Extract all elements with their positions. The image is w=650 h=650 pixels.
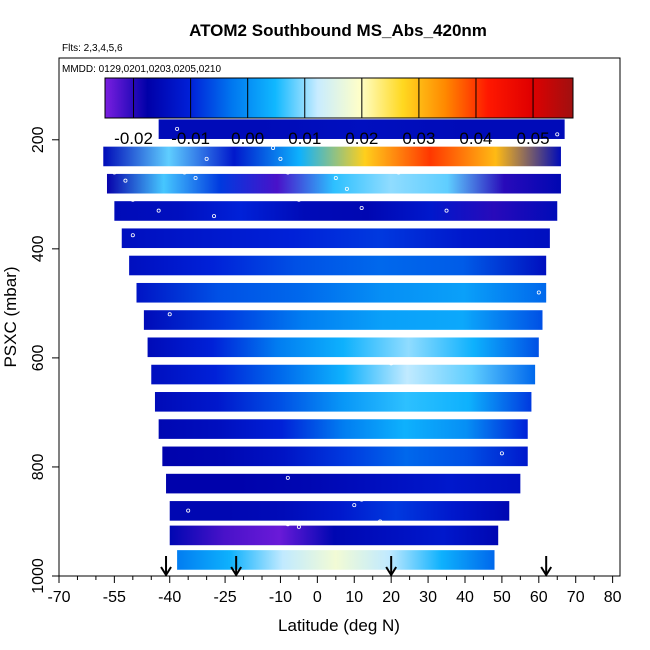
heatmap-band <box>129 255 547 276</box>
heatmap-band <box>154 392 532 412</box>
sample-point <box>536 290 541 295</box>
colorbar-tick-label: 0.03 <box>402 129 435 148</box>
heatmap-band <box>169 525 499 546</box>
sample-point <box>112 170 117 175</box>
sample-point <box>130 233 135 238</box>
flight-arrow-head <box>385 566 398 577</box>
chart-title: ATOM2 Southbound MS_Abs_420nm <box>189 21 487 40</box>
plot-frame <box>58 57 621 577</box>
x-tick-label: -25 <box>214 589 237 606</box>
x-tick-label: 50 <box>493 589 511 606</box>
arrows-layer <box>160 556 553 577</box>
sample-points-layer <box>93 126 560 529</box>
sample-point <box>359 205 364 210</box>
x-tick-label: -40 <box>158 589 181 606</box>
y-axis-label: PSXC (mbar) <box>1 266 20 367</box>
heatmap-band <box>106 173 561 194</box>
colorbar-tick-label: 0.02 <box>345 129 378 148</box>
x-tick-label: -70 <box>47 589 70 606</box>
x-tick-label: -10 <box>269 589 292 606</box>
sample-point <box>156 208 161 213</box>
x-tick-label: 30 <box>419 589 437 606</box>
sample-point <box>271 145 276 150</box>
sample-point <box>296 524 301 529</box>
sample-point <box>344 186 349 191</box>
heatmap-band <box>136 282 547 303</box>
colorbar-tick-label: 0.01 <box>288 129 321 148</box>
x-tick-label: 60 <box>530 589 548 606</box>
heatmap-band <box>114 201 558 221</box>
flight-arrow-head <box>230 566 243 577</box>
sample-point <box>123 178 128 183</box>
heatmap-band <box>103 146 561 167</box>
y-tick-label: 400 <box>30 235 47 262</box>
sample-point <box>204 156 209 161</box>
sample-point <box>182 170 187 175</box>
heatmap-band <box>121 228 550 249</box>
heatmap-band <box>158 419 528 439</box>
heatmap-layer <box>103 119 565 570</box>
sample-point <box>352 503 357 508</box>
sample-point <box>296 197 301 202</box>
sample-point <box>378 519 383 524</box>
colorbar <box>104 77 574 119</box>
sample-point <box>555 132 560 137</box>
heatmap-band <box>151 364 536 385</box>
flight-arrow-head <box>540 566 553 577</box>
sample-point <box>212 214 217 219</box>
x-axis: -70 -55 -40 -25 -10 0 10 20 30 40 50 60 70 80 <box>47 576 622 606</box>
sample-point <box>333 175 338 180</box>
x-tick-label: -55 <box>103 589 126 606</box>
colorbar-ticks: -0.02 -0.01 0.00 0.01 0.02 0.03 0.04 0.05 <box>114 78 550 148</box>
x-tick-label: 20 <box>382 589 400 606</box>
sample-point <box>167 312 172 317</box>
flight-arrow-head <box>160 566 172 577</box>
x-axis-label: Latitude (deg N) <box>278 616 400 635</box>
colorbar-tick-label: -0.01 <box>171 129 210 148</box>
colorbar-tick-label: 0.04 <box>459 129 492 148</box>
y-tick-label: 600 <box>30 344 47 371</box>
sample-point <box>396 170 401 175</box>
sample-point <box>93 159 98 164</box>
sample-point <box>444 208 449 213</box>
x-tick-label: 40 <box>456 589 474 606</box>
sample-point <box>278 156 283 161</box>
y-tick-label: 1000 <box>30 558 47 594</box>
sample-point <box>285 170 290 175</box>
heatmap-band <box>166 473 521 494</box>
x-tick-label: 0 <box>313 589 322 606</box>
sample-point <box>186 508 191 513</box>
y-axis: 200 400 600 800 1000 <box>30 126 59 594</box>
dates-subtitle: MMDD: 0129,0201,0203,0205,0210 <box>62 64 221 75</box>
sample-point <box>175 126 180 131</box>
y-tick-label: 200 <box>30 126 47 153</box>
heatmap-band <box>147 337 539 358</box>
sample-point <box>130 197 135 202</box>
colorbar-tick-label: -0.02 <box>114 129 153 148</box>
heatmap-band <box>177 550 495 570</box>
y-tick-label: 800 <box>30 454 47 481</box>
sample-point <box>359 497 364 502</box>
x-tick-label: 80 <box>604 589 622 606</box>
x-tick-label: 10 <box>345 589 363 606</box>
heatmap-band <box>162 446 528 467</box>
flights-subtitle: Flts: 2,3,4,5,6 <box>62 43 123 54</box>
sample-point <box>285 522 290 527</box>
colorbar-tick-label: 0.00 <box>231 129 264 148</box>
colorbar-tick-label: 0.05 <box>517 129 550 148</box>
sample-point <box>285 475 290 480</box>
heatmap-band <box>169 501 510 521</box>
heatmap-band <box>158 119 565 139</box>
sample-point <box>193 175 198 180</box>
x-tick-label: 70 <box>567 589 585 606</box>
heatmap-band <box>143 310 543 330</box>
sample-point <box>389 361 394 366</box>
sample-point <box>499 451 504 456</box>
